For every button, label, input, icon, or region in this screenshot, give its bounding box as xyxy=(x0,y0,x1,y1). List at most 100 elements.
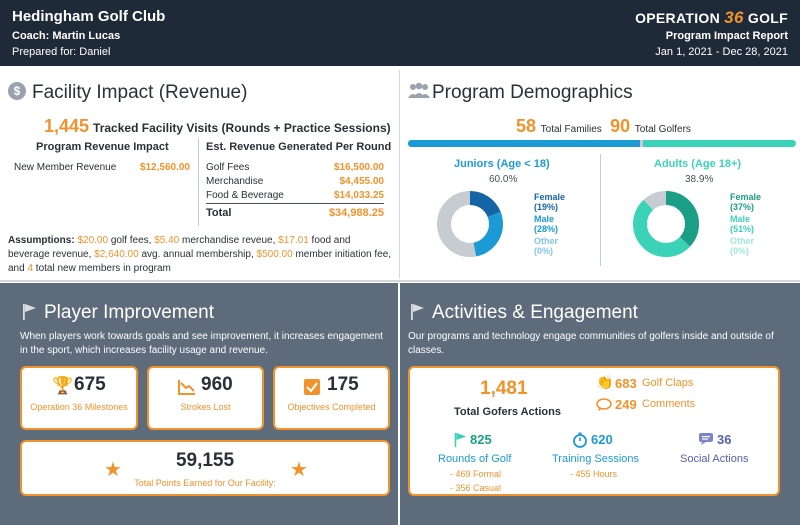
donut-segment-unknown xyxy=(633,191,699,257)
logo-number: 36 xyxy=(724,8,744,27)
top-divider xyxy=(399,70,400,278)
new-member-revenue-row: New Member Revenue $12,560.00 xyxy=(14,162,190,173)
demographics-title: Program Demographics xyxy=(432,82,633,103)
total-row: Total $34,988.25 xyxy=(206,207,384,219)
total-points-card: ★ 59,155 Total Points Earned for Our Fac… xyxy=(20,440,390,496)
total-value: $34,988.25 xyxy=(328,207,384,219)
claps-label: Golf Claps xyxy=(642,377,694,389)
legend-pct: (28%) xyxy=(534,224,559,234)
visits-count: 1,445 xyxy=(44,116,90,136)
points-label: Total Points Earned for Our Facility: xyxy=(134,478,276,488)
rounds-casual: - 356 Casual xyxy=(450,483,502,493)
training-label: Training Sessions xyxy=(552,453,640,465)
chart-down-icon xyxy=(178,380,195,395)
report-title: Program Impact Report xyxy=(665,30,788,42)
objectives-value: 175 xyxy=(327,374,359,395)
actions-label: Total Gofers Actions xyxy=(454,406,561,418)
est-revenue-heading: Est. Revenue Generated Per Round xyxy=(206,141,392,153)
junior-male-legend: Male (28%) xyxy=(534,214,565,234)
legend-label: Male xyxy=(534,214,555,224)
date-range: Jan 1, 2021 - Dec 28, 2021 xyxy=(655,46,788,58)
junior-female-legend: Female (19%) xyxy=(534,192,565,212)
star-icon: ★ xyxy=(290,459,308,481)
assumptions-text: Assumptions: $20.00 golf fees, $5.40 mer… xyxy=(8,234,392,276)
facility-impact-panel: $ Facility Impact (Revenue) 1,445 Tracked… xyxy=(0,70,398,278)
legend-label: Male xyxy=(730,214,751,224)
assumption-text: golf fees, xyxy=(108,235,155,246)
families-count: 58 xyxy=(516,116,537,136)
points-value: 59,155 xyxy=(175,450,235,471)
speech-bubble-icon xyxy=(596,398,612,411)
legend-pct: (0%) xyxy=(534,246,554,256)
rounds-label: Rounds of Golf xyxy=(438,453,512,465)
prepared-for: Prepared for: Daniel xyxy=(12,46,111,58)
strokes-label: Strokes Lost xyxy=(180,402,231,412)
junior-other-legend: Other (0%) xyxy=(534,236,565,256)
juniors-title: Juniors (Age < 18) xyxy=(454,158,550,170)
milestones-value: 675 xyxy=(74,374,106,395)
trophy-icon: 🏆 xyxy=(52,376,74,395)
club-name: Hedingham Golf Club xyxy=(12,8,166,25)
tracked-visits: 1,445 Tracked Facility Visits (Rounds + P… xyxy=(44,116,391,137)
donut-segment-male xyxy=(633,191,699,257)
people-icon xyxy=(408,82,430,98)
row-label: New Member Revenue xyxy=(14,162,117,173)
chat-icon xyxy=(699,433,713,445)
legend-pct: (0%) xyxy=(730,246,750,256)
assumption-initiation: $500.00 xyxy=(256,249,293,260)
section-divider xyxy=(0,280,800,282)
assumption-golf-fees: $20.00 xyxy=(77,235,109,246)
total-rule xyxy=(206,203,384,204)
milestones-card: 🏆 675 Operation 36 Milestones xyxy=(20,366,138,430)
donut-segment-male xyxy=(437,191,503,257)
player-improvement-desc: When players work towards goals and see … xyxy=(20,331,383,356)
milestones-label: Operation 36 Milestones xyxy=(30,402,128,412)
juniors-bar xyxy=(408,140,641,147)
comments-value: 249 xyxy=(615,397,637,412)
activities-desc: Our programs and technology engage commu… xyxy=(408,331,774,356)
adults-donut xyxy=(633,191,699,257)
objectives-label: Objectives Completed xyxy=(287,402,376,412)
flag-icon xyxy=(23,304,36,320)
comments-label: Comments xyxy=(642,398,696,410)
coach-name: Coach: Martin Lucas xyxy=(12,30,121,42)
logo-text-right: GOLF xyxy=(747,10,788,26)
assumptions-label: Assumptions: xyxy=(8,235,75,246)
clap-icon: 👏 xyxy=(596,374,614,390)
bar-separator xyxy=(639,140,643,147)
adults-title: Adults (Age 18+) xyxy=(654,158,742,170)
golfers-count: 90 xyxy=(610,116,631,136)
adult-other-legend: Other (0%) xyxy=(730,236,761,256)
assumption-text: merchandise reveue, xyxy=(179,235,279,246)
rounds-value: 825 xyxy=(470,432,492,447)
dollar-icon: $ xyxy=(8,82,26,100)
operation36-logo: OPERATION 36 GOLF xyxy=(635,8,788,28)
logo-text-left: OPERATION xyxy=(635,10,720,26)
row-value: $16,500.00 xyxy=(333,162,384,173)
row-value: $14,033.25 xyxy=(333,190,384,201)
row-label: Food & Beverage xyxy=(206,190,284,201)
stopwatch-icon xyxy=(573,432,587,448)
training-hours: - 455 Hours xyxy=(570,469,618,479)
adult-female-legend: Female (37%) xyxy=(730,192,761,212)
assumption-text: member initiation fee, and xyxy=(8,249,392,274)
golf-fees-row: Golf Fees $16,500.00 xyxy=(206,162,384,173)
assumption-text: food and beverage revenue, xyxy=(8,235,351,260)
assumption-membership: $2,640.00 xyxy=(94,249,139,260)
legend-pct: (19%) xyxy=(534,202,559,212)
flag-icon xyxy=(411,304,424,320)
juniors-legend: Female (19%) Male (28%) Other (0%) xyxy=(534,192,565,258)
checkbox-icon xyxy=(304,379,320,395)
player-improvement-title: Player Improvement xyxy=(44,302,215,323)
legend-label: Female xyxy=(534,192,566,202)
donut-segment-unknown xyxy=(437,191,503,257)
row-value: $4,455.00 xyxy=(339,176,385,187)
adult-male-legend: Male (51%) xyxy=(730,214,761,234)
assumption-text: avg. annual membership, xyxy=(138,249,257,260)
demographic-counts: 58 Total Families 90 Total Golfers xyxy=(516,116,691,137)
juniors-donut xyxy=(437,191,503,257)
demographics-divider xyxy=(600,154,601,266)
training-value: 620 xyxy=(591,432,613,447)
row-label: Golf Fees xyxy=(206,162,250,173)
social-value: 36 xyxy=(717,432,732,447)
